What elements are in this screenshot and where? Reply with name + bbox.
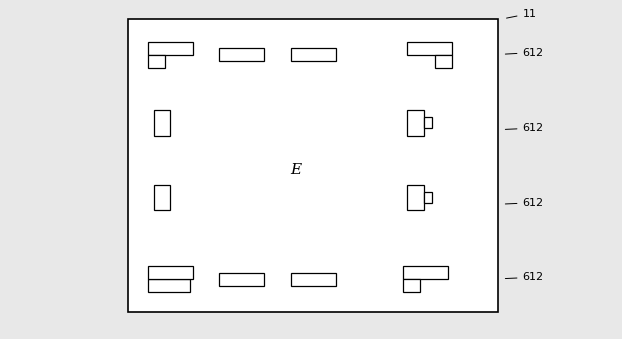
- Bar: [148, 266, 193, 279]
- Bar: [128, 19, 498, 312]
- Bar: [407, 110, 424, 136]
- Bar: [148, 279, 190, 292]
- Bar: [435, 55, 452, 68]
- Bar: [291, 273, 336, 286]
- Text: 612: 612: [505, 47, 544, 58]
- Bar: [148, 55, 165, 68]
- Bar: [403, 266, 448, 279]
- Bar: [219, 48, 264, 61]
- Text: 612: 612: [505, 198, 544, 208]
- Bar: [407, 42, 452, 55]
- Text: 11: 11: [506, 8, 537, 19]
- Bar: [154, 185, 170, 210]
- Bar: [424, 192, 432, 203]
- Text: 612: 612: [505, 123, 544, 133]
- Bar: [154, 110, 170, 136]
- Bar: [148, 42, 193, 55]
- Bar: [424, 117, 432, 128]
- Text: 612: 612: [505, 272, 544, 282]
- Bar: [403, 279, 420, 292]
- Bar: [291, 48, 336, 61]
- Text: E: E: [290, 162, 301, 177]
- Bar: [219, 273, 264, 286]
- Bar: [407, 185, 424, 210]
